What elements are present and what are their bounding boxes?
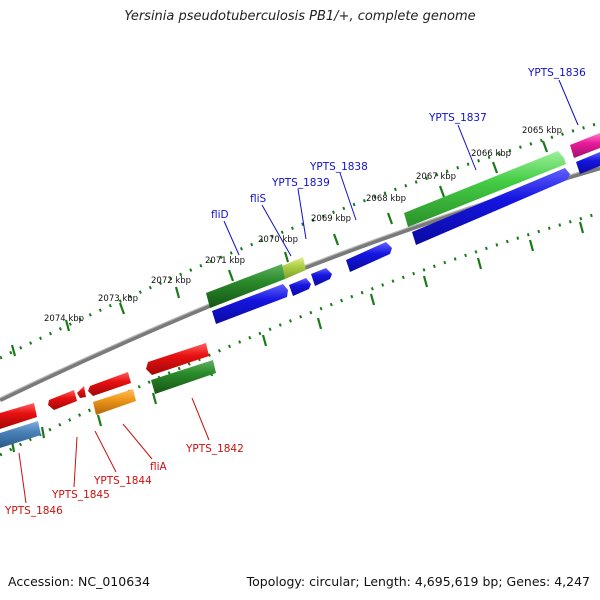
cds-flid[interactable]: [212, 284, 288, 324]
scale-label: 2069 kbp: [311, 214, 351, 224]
reverse-strand-features: [0, 343, 216, 448]
scale-label: 2065 kbp: [522, 126, 562, 136]
cds-ypts-1837[interactable]: [412, 168, 570, 245]
gene-label[interactable]: YPTS_1839: [271, 177, 330, 189]
gene-label[interactable]: YPTS_1842: [185, 443, 244, 455]
gene-ypts-1846[interactable]: [0, 403, 37, 429]
gene-ypts-1836[interactable]: [570, 133, 600, 158]
gene-label[interactable]: YPTS_1836: [527, 67, 586, 79]
cds-ypts-1842[interactable]: [151, 360, 216, 394]
label-leaders-forward: [223, 79, 579, 257]
scale-major-ticks-inner: [10, 221, 585, 453]
scale-label: 2067 kbp: [416, 172, 456, 182]
gene-flid[interactable]: [206, 264, 285, 308]
gene-flis[interactable]: [282, 257, 306, 279]
gene-ypts-1845[interactable]: [48, 390, 77, 410]
gene-flia[interactable]: [93, 389, 136, 415]
scale-label: 2072 kbp: [151, 276, 191, 286]
gene-ypts-1845-part[interactable]: [77, 386, 86, 398]
gene-label[interactable]: fliS: [250, 193, 267, 205]
gene-label[interactable]: YPTS_1837: [428, 112, 487, 124]
gene-label[interactable]: fliA: [150, 461, 168, 473]
gene-label[interactable]: YPTS_1845: [51, 489, 110, 501]
map-title: Yersinia pseudotuberculosis PB1/+, compl…: [124, 9, 476, 24]
gene-label[interactable]: YPTS_1846: [4, 505, 63, 517]
cds-ypts-1839[interactable]: [311, 268, 332, 286]
scale-track-inner: [0, 211, 600, 457]
scale-major-ticks-outer: [10, 140, 549, 357]
scale-label: 2068 kbp: [366, 194, 406, 204]
gene-label[interactable]: fliD: [211, 209, 229, 221]
scale-label: 2073 kbp: [98, 294, 138, 304]
gene-ypts-1837[interactable]: [404, 151, 566, 227]
accession-label: Accession: NC_010634: [8, 574, 151, 589]
scale-label: 2066 kbp: [471, 149, 511, 159]
gene-ypts-1842[interactable]: [146, 343, 209, 375]
cds-ypts-1836[interactable]: [576, 152, 600, 174]
gene-label[interactable]: YPTS_1838: [309, 161, 368, 173]
cds-ypts-1846[interactable]: [0, 421, 41, 448]
cds-flis[interactable]: [289, 278, 311, 296]
scale-label: 2074 kbp: [44, 314, 84, 324]
gene-ypts-1844[interactable]: [88, 372, 131, 396]
gene-label[interactable]: YPTS_1844: [93, 475, 152, 487]
scale-label: 2070 kbp: [258, 235, 298, 245]
scale-label: 2071 kbp: [205, 256, 245, 266]
label-leaders-reverse: [18, 397, 210, 504]
forward-strand-features: [206, 133, 600, 324]
genome-summary: Topology: circular; Length: 4,695,619 bp…: [246, 574, 590, 589]
cds-ypts-1838[interactable]: [346, 242, 392, 272]
